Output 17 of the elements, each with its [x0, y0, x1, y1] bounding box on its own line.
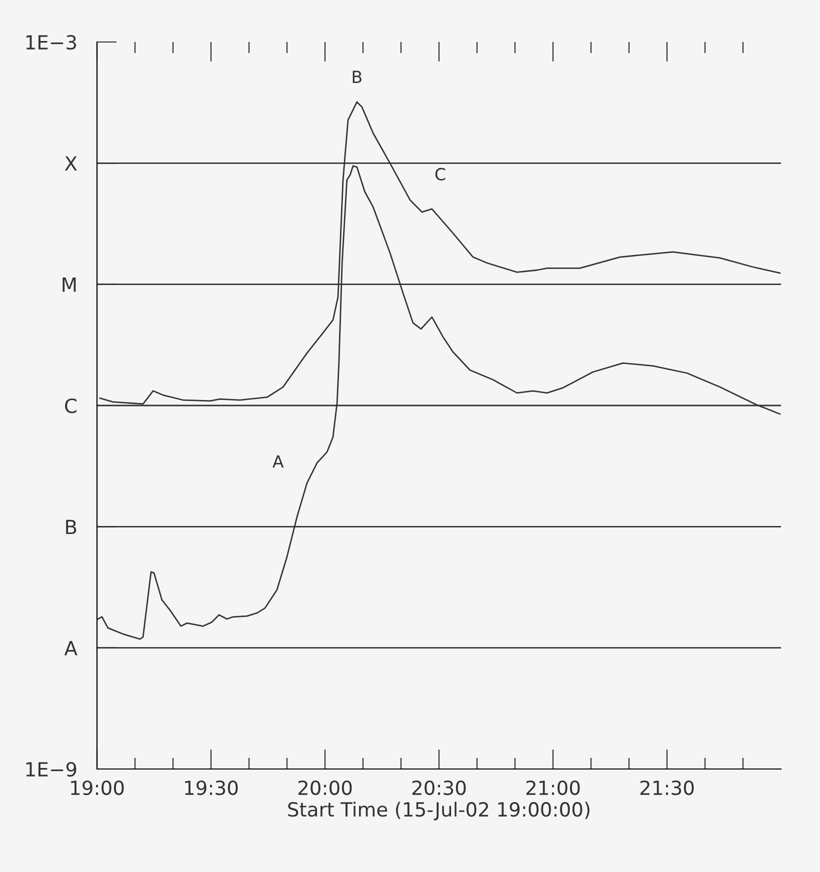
y-tick-label: B: [66, 520, 76, 534]
x-tick-label: 20:00: [298, 780, 352, 796]
y-tick-label: M: [62, 278, 76, 292]
annotation: C: [435, 168, 446, 180]
x-axis-title: Start Time (15-Jul-02 19:00:00): [288, 802, 590, 820]
y-tick-label: 1E−3: [26, 34, 76, 50]
x-tick-label: 19:30: [185, 780, 238, 796]
annotation: A: [272, 455, 284, 468]
y-tick-label: C: [65, 398, 76, 414]
x-tick-label: 21:30: [640, 780, 694, 796]
x-tick-label: 20:30: [412, 780, 466, 796]
x-tick-label: 19:00: [71, 780, 124, 796]
y-tick-label: 1E−9: [26, 762, 76, 777]
y-tick-label: A: [64, 641, 78, 656]
annotation: B: [352, 70, 362, 83]
y-tick-label: X: [64, 156, 77, 171]
x-tick-label: 21:00: [526, 780, 580, 796]
